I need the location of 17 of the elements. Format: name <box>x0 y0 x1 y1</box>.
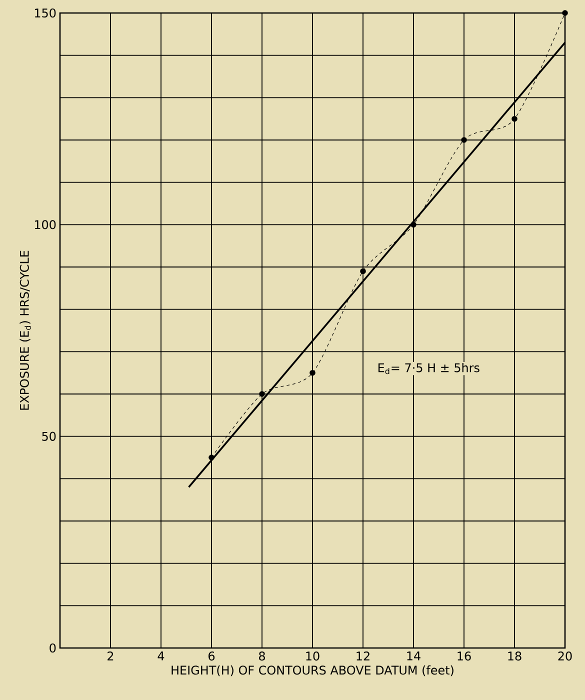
y-tick-label: 100 <box>34 220 56 230</box>
x-tick-label: 2 <box>108 652 114 660</box>
annotation: E$_{d}$= 7·5 H ± 5hrs <box>378 363 480 374</box>
x-tick-label: 10 <box>306 652 320 661</box>
y-tick-label: 50 <box>42 432 56 441</box>
x-tick-label: 20 <box>558 652 572 661</box>
x-axis-title: HEIGHT(H) OF CONTOURS ABOVE DATUM (feet) <box>172 665 454 676</box>
x-tick-label: 14 <box>407 652 420 660</box>
x-tick-label: 16 <box>458 652 471 661</box>
x-tick-label: 18 <box>508 652 522 661</box>
x-tick-label: 4 <box>158 652 164 660</box>
x-tick-label: 12 <box>356 652 370 660</box>
y-tick-label: 0 <box>50 643 56 653</box>
y-tick-label: 150 <box>34 8 56 18</box>
y-axis-title: EXPOSURE (E$_{d}$) HRS/CYCLE <box>20 250 31 410</box>
x-tick-label: 6 <box>208 652 215 661</box>
x-tick-label: 8 <box>259 652 265 661</box>
